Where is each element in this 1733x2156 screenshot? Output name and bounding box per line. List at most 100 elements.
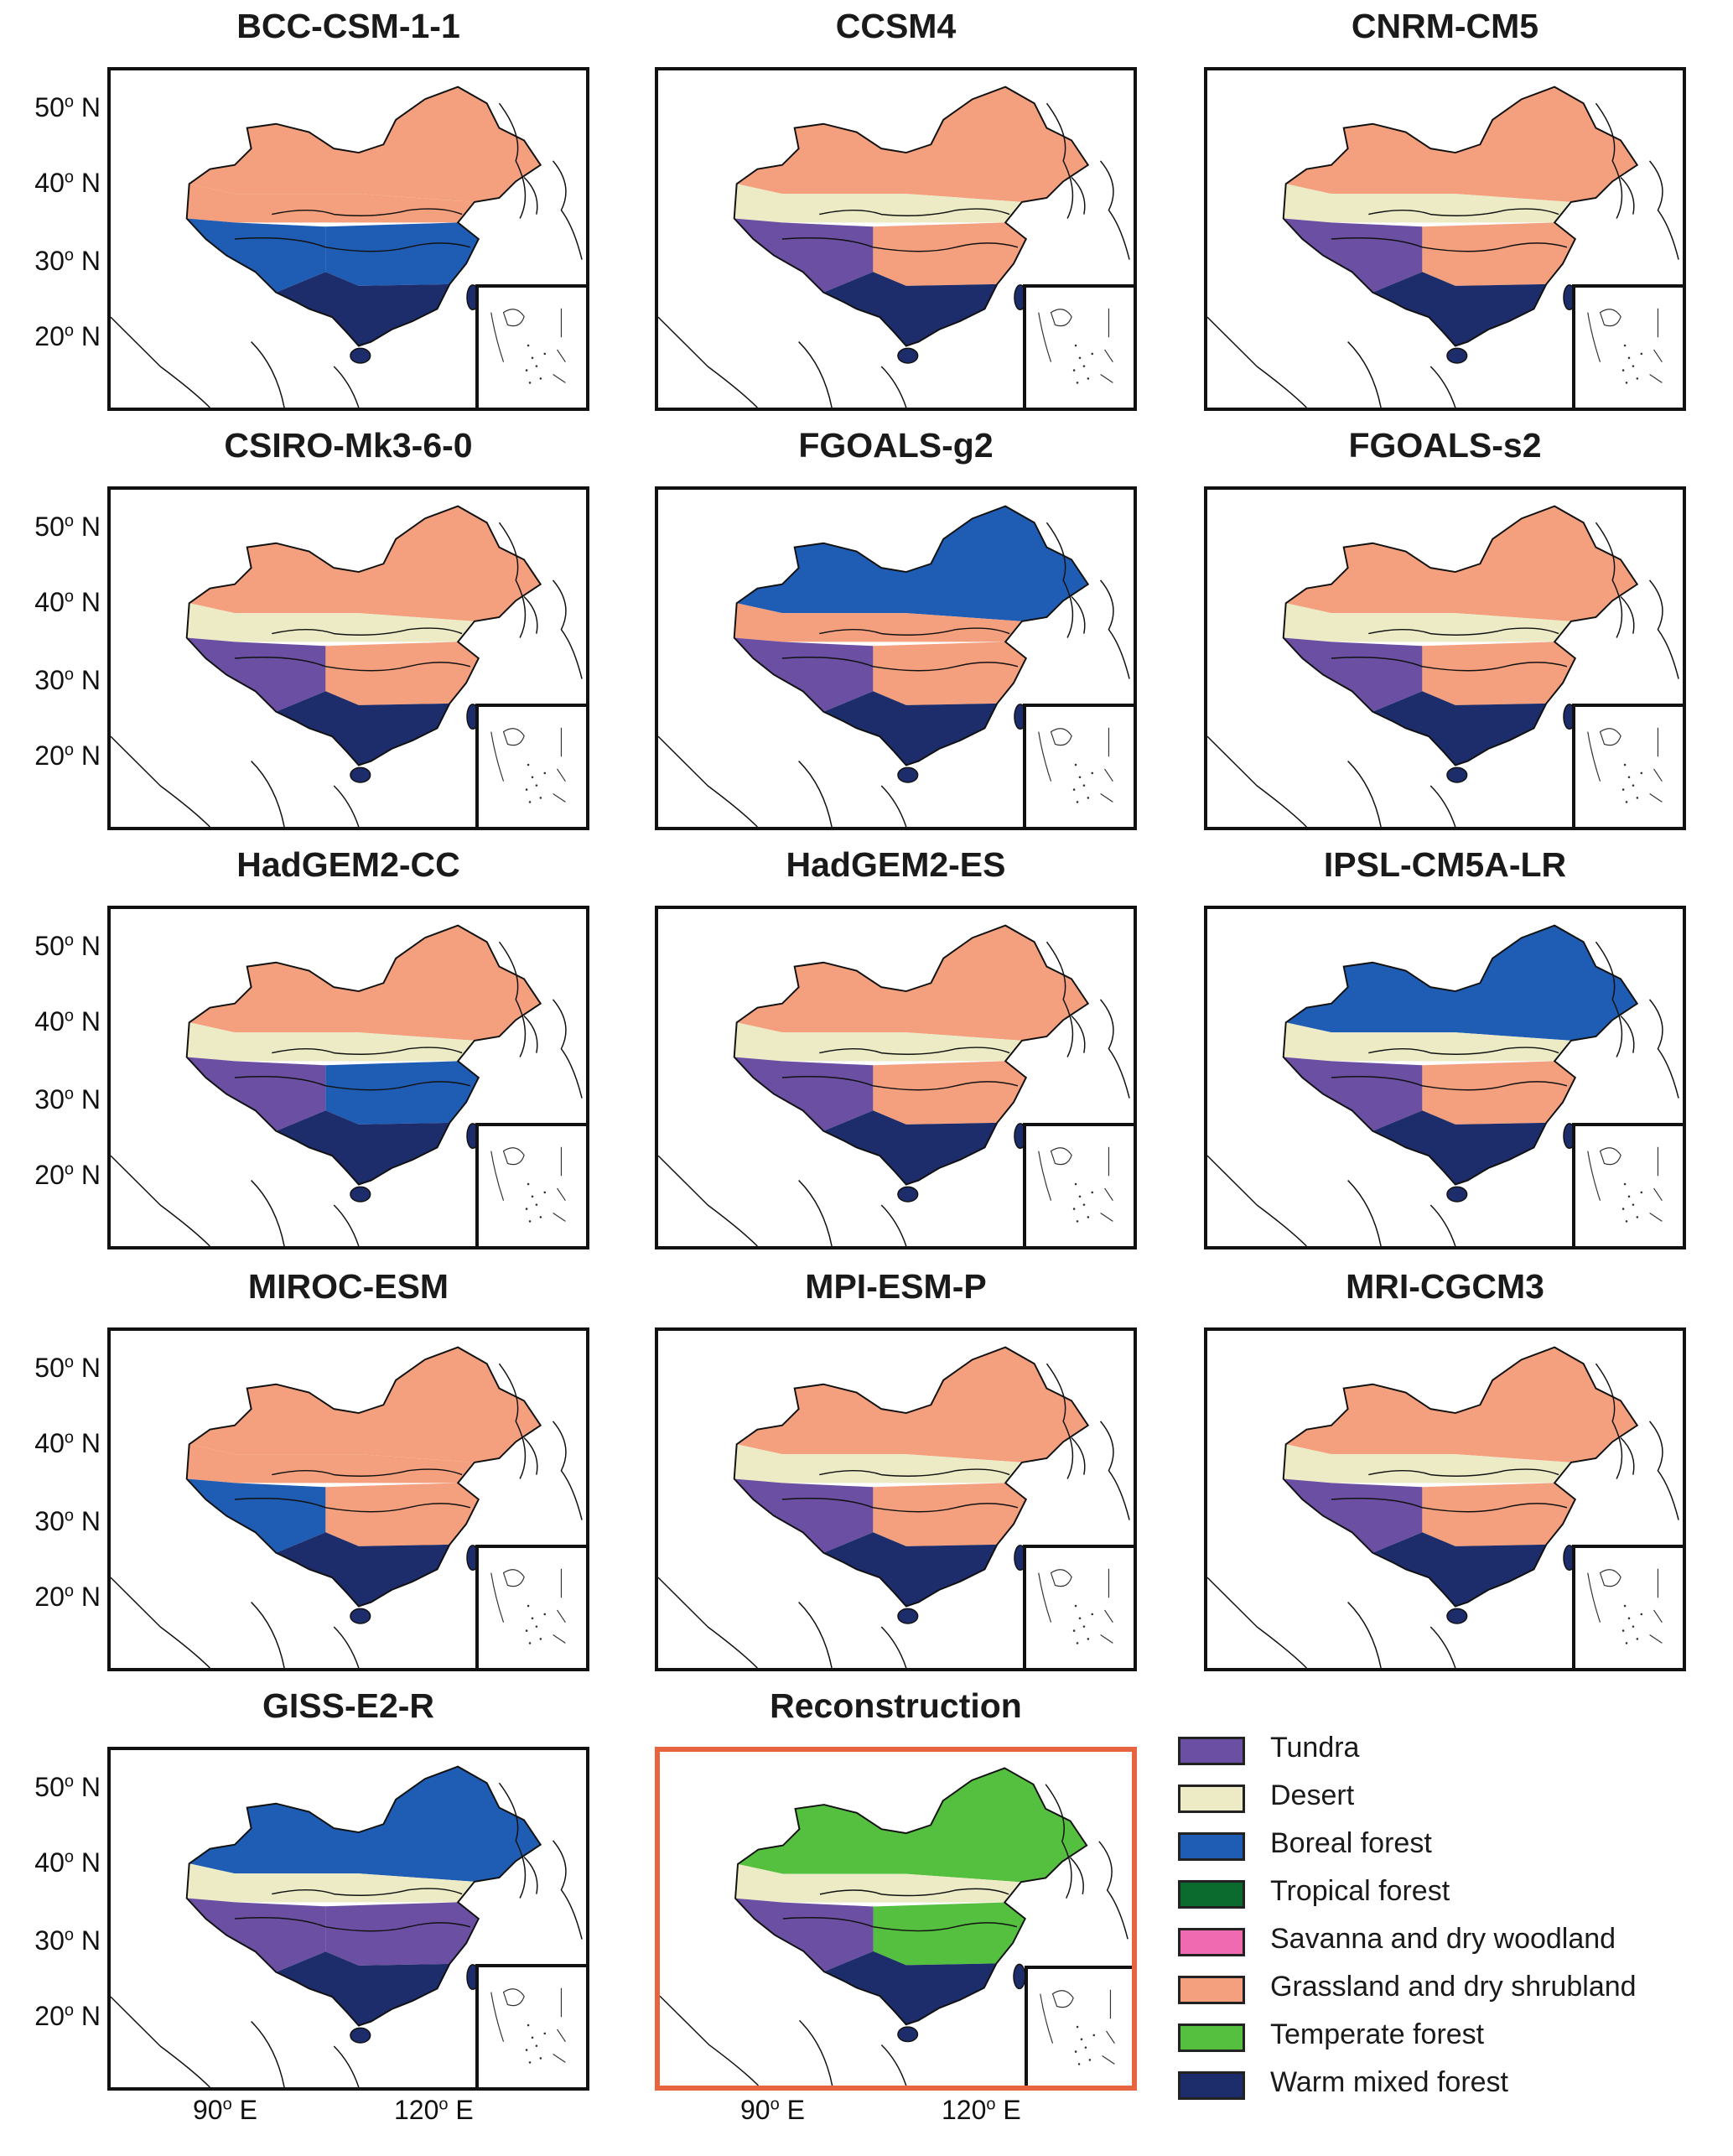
- coastline: [523, 1436, 538, 1475]
- lon-tick-label: 90o E: [193, 2095, 257, 2125]
- legend-label-tropical-forest: Tropical forest: [1270, 1875, 1450, 1907]
- river-line: [272, 1047, 463, 1055]
- river-line: [1331, 657, 1568, 672]
- inset-map: [1040, 1989, 1115, 2065]
- biome-region: [1285, 925, 1637, 1041]
- biome-region: [1422, 1061, 1575, 1125]
- river-line: [234, 237, 471, 252]
- hainan-island: [1446, 347, 1468, 364]
- panel-title: MIROC-ESM: [247, 1267, 449, 1306]
- biome-region: [1372, 1110, 1547, 1185]
- hainan-island: [350, 1186, 371, 1203]
- country-outline: [1282, 505, 1639, 766]
- inset-map: [1038, 1146, 1113, 1223]
- lat-tick-label: 40o N: [34, 587, 101, 617]
- coastline: [798, 761, 833, 827]
- biome-region: [189, 925, 541, 1041]
- river-line: [272, 1888, 463, 1896]
- coastline: [1099, 999, 1130, 1099]
- country-outline: [185, 1765, 542, 2027]
- coastline: [498, 941, 527, 1057]
- biome-region: [1422, 1483, 1575, 1546]
- coastline: [1595, 102, 1623, 219]
- coastline: [523, 1015, 538, 1053]
- coastline: [498, 1782, 527, 1899]
- legend-label-tundra: Tundra: [1270, 1732, 1360, 1764]
- coastline: [251, 1180, 285, 1246]
- inset-map: [1038, 1568, 1113, 1644]
- biome-region: [823, 1110, 998, 1185]
- map-panel-fgoals-g2: FGOALS-g2: [547, 419, 1137, 839]
- coastline: [1429, 1626, 1456, 1668]
- lat-tick-label: 30o N: [34, 1084, 101, 1114]
- lon-tick-label: 120o E: [394, 2095, 474, 2125]
- map-frame: [107, 1327, 589, 1671]
- inset-map: [490, 1568, 566, 1644]
- coastline: [1207, 735, 1307, 827]
- river-line: [781, 1498, 1019, 1513]
- lat-tick-label: 40o N: [34, 168, 101, 198]
- inset-map: [490, 1987, 566, 2064]
- hainan-island: [897, 1608, 919, 1624]
- panel-title: FGOALS-s2: [1348, 426, 1542, 465]
- biome-region: [734, 1444, 1022, 1483]
- vegetation-map: [658, 1346, 1130, 1668]
- coastline: [333, 1626, 360, 1668]
- river-line: [819, 627, 1010, 636]
- panel-title: Reconstruction: [770, 1686, 1022, 1725]
- legend-swatch-temperate-forest: [1178, 2024, 1245, 2052]
- biome-region: [1372, 691, 1547, 766]
- coastline: [1347, 341, 1382, 408]
- panel-title: CNRM-CM5: [1351, 7, 1539, 45]
- inset-map: [1038, 308, 1113, 384]
- coastline: [251, 761, 285, 827]
- biome-region: [873, 1483, 1026, 1546]
- biome-region: [186, 603, 475, 642]
- map-panel-hadgem2-cc: HadGEM2-CC 50o N 40o N 30o N 20o N: [0, 839, 589, 1258]
- map-frame: [1204, 1327, 1686, 1671]
- hainan-island: [897, 766, 919, 783]
- map-frame: [107, 67, 589, 411]
- coastline: [798, 1180, 833, 1246]
- biome-region: [823, 1951, 997, 2025]
- biome-region: [1372, 1532, 1547, 1607]
- coastline: [1620, 1436, 1635, 1475]
- panel-title: HadGEM2-ES: [786, 845, 1006, 884]
- lat-tick-label: 20o N: [34, 1582, 101, 1612]
- biome-region: [1283, 1478, 1423, 1553]
- biome-region: [186, 1478, 326, 1553]
- coastline: [1046, 522, 1074, 638]
- biome-region: [1422, 222, 1575, 286]
- coastline: [1429, 366, 1456, 408]
- coastline: [1648, 160, 1679, 260]
- coastline: [1071, 1015, 1086, 1053]
- south-china-sea-inset: [1572, 1545, 1683, 1668]
- country-outline: [1282, 1346, 1639, 1608]
- legend-item-tropical-forest: Tropical forest: [1178, 1875, 1723, 1909]
- lat-tick-label: 30o N: [34, 1925, 101, 1956]
- inset-map: [490, 308, 566, 384]
- coastline: [1070, 1857, 1084, 1895]
- coastline: [333, 785, 360, 827]
- coastline: [1046, 1363, 1074, 1479]
- river-line: [234, 1917, 471, 1932]
- map-panel-csiro-mk3-6-0: CSIRO-Mk3-6-0 50o N 40o N 30o N 20o N: [0, 419, 589, 839]
- coastline: [1648, 1421, 1679, 1520]
- map-frame: [1204, 906, 1686, 1249]
- country-outline: [1282, 86, 1639, 347]
- biome-region: [1285, 86, 1637, 202]
- panel-title: MPI-ESM-P: [805, 1267, 987, 1306]
- south-china-sea-inset: [1572, 704, 1683, 827]
- hainan-island: [1446, 1186, 1468, 1203]
- inset-map: [490, 1146, 566, 1223]
- coastline: [658, 735, 758, 827]
- coastline: [1648, 579, 1679, 679]
- lat-tick-label: 20o N: [34, 2001, 101, 2031]
- coastline: [880, 785, 907, 827]
- panel-title: MRI-CGCM3: [1346, 1267, 1544, 1306]
- river-line: [1368, 1468, 1559, 1477]
- vegetation-map: [1207, 1346, 1679, 1668]
- biome-region: [189, 86, 541, 202]
- coastline: [1429, 785, 1456, 827]
- map-frame: [1204, 486, 1686, 830]
